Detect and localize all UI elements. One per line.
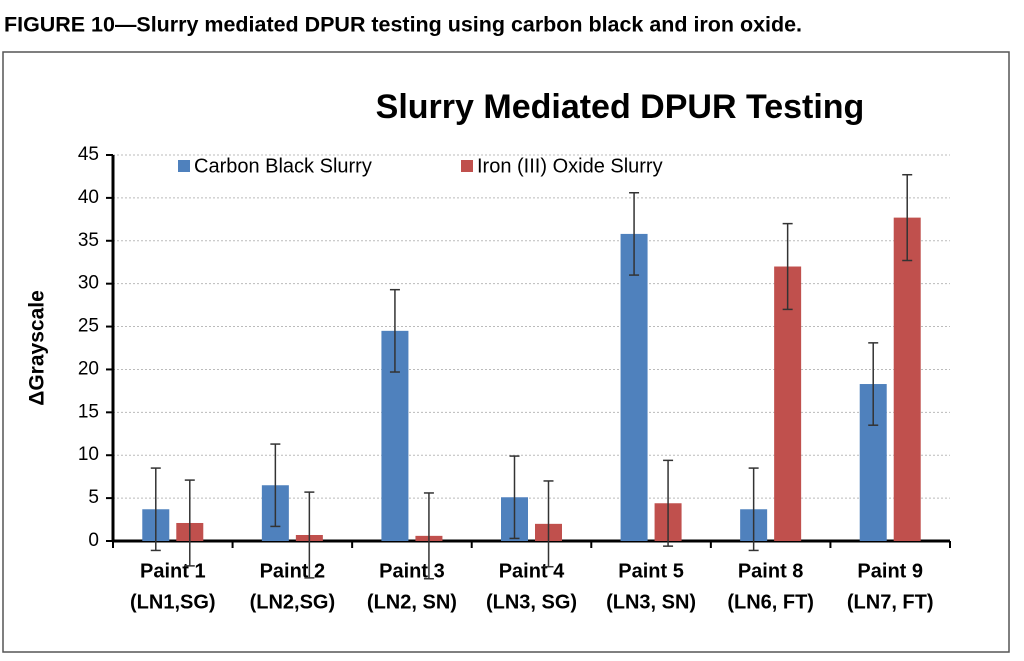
error-bar [423,492,434,580]
bar [893,217,921,541]
legend-label: Carbon Black Slurry [194,155,372,177]
x-tick-label: Paint 2 [260,560,326,582]
y-tick-label: 15 [78,401,99,422]
x-tick-label: Paint 4 [499,560,565,582]
legend-label: Iron (III) Oxide Slurry [477,155,663,177]
y-tick-label: 5 [88,487,99,508]
error-bar [150,467,161,552]
legend-swatch [461,160,473,172]
y-tick-label: 45 [78,144,99,165]
error-bar [782,222,793,311]
error-bar [543,480,554,568]
x-tick-label: Paint 9 [857,560,923,582]
y-tick-label: 40 [78,187,99,208]
error-bar [748,467,759,552]
y-tick-label: 35 [78,230,99,251]
x-tick-label: Paint 8 [738,560,804,582]
x-tick-label: Paint 1 [140,560,206,582]
x-tick-label: Paint 3 [379,560,445,582]
error-bar [868,342,879,426]
x-tick-label: (LN1,SG) [130,591,216,613]
y-tick-label: 30 [78,273,99,294]
error-bar [304,491,315,579]
x-tick-label: (LN3, SG) [486,591,577,613]
y-tick-label: 20 [78,358,99,379]
chart-frame [2,51,1010,653]
bar [620,233,648,541]
x-tick-label: (LN2,SG) [250,591,336,613]
y-tick-label: 0 [88,530,99,551]
x-tick-label: (LN3, SN) [606,591,696,613]
chart-title: Slurry Mediated DPUR Testing [376,88,865,126]
error-bar [629,191,640,276]
y-axis-label: ΔGrayscale [26,290,49,406]
legend-swatch [178,160,190,172]
figure-caption: FIGURE 10—Slurry mediated DPUR testing u… [4,14,802,37]
error-bar [184,479,195,567]
error-bar [389,288,400,373]
x-tick-label: Paint 5 [618,560,684,582]
error-bar [663,459,674,547]
x-tick-label: (LN2, SN) [367,591,457,613]
error-bar [270,443,281,528]
error-bar [902,173,913,262]
bar [774,266,802,541]
x-tick-label: (LN7, FT) [847,591,934,613]
error-bar [509,455,520,540]
y-tick-label: 10 [78,444,99,465]
x-tick-label: (LN6, FT) [727,591,814,613]
y-tick-label: 25 [78,316,99,337]
